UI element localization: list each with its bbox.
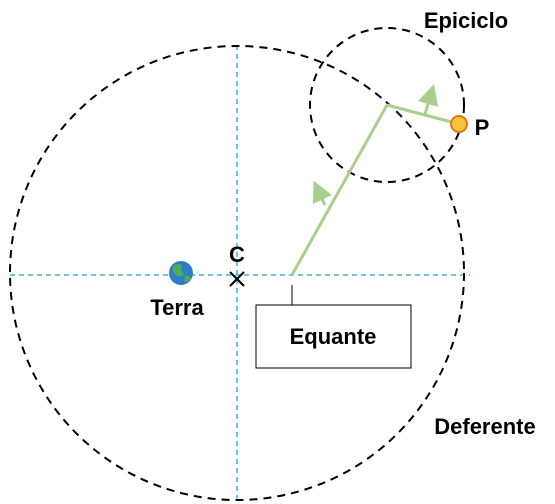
center-label: C — [229, 242, 245, 267]
center-cross — [229, 271, 245, 287]
motion-arrow — [417, 83, 439, 115]
planet-label: P — [475, 115, 490, 140]
equant-arm — [290, 104, 389, 276]
epicycle-circle — [309, 27, 465, 183]
planet — [450, 115, 468, 133]
earth-land — [172, 264, 191, 282]
epicycle-arm — [386, 103, 460, 126]
earth-label: Terra — [150, 295, 204, 320]
deferent-label: Deferente — [434, 414, 535, 439]
deferent-circle — [9, 45, 465, 501]
epicycle-label: Epiciclo — [424, 8, 508, 33]
motion-arrow — [312, 180, 332, 206]
equant-box — [255, 304, 412, 369]
equant-label: Equante — [290, 324, 377, 349]
